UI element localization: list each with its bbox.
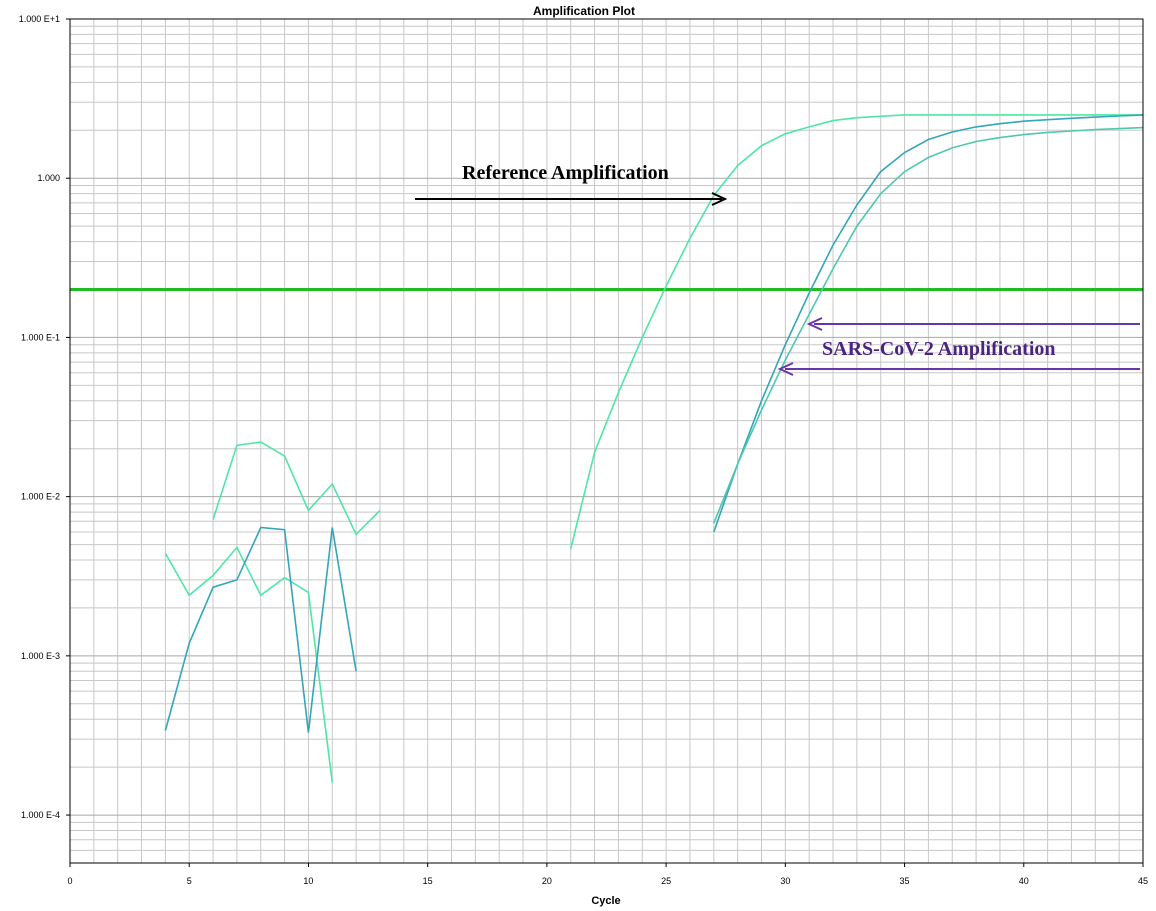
reference-arrow-head [711, 192, 728, 206]
sars-arrow-head-1 [806, 317, 823, 331]
y-tick-label: 1.000 E-1 [21, 332, 60, 342]
x-tick-label: 25 [661, 876, 671, 886]
amplification-curve-4 [569, 114, 1143, 549]
annotations: Reference Amplification SARS-CoV-2 Ampli… [415, 162, 1140, 376]
series-group [164, 114, 1144, 783]
x-tick-label: 40 [1019, 876, 1029, 886]
y-tick-label: 1.000 [37, 173, 60, 183]
sars-arrow-head-2 [777, 362, 794, 376]
x-tick-label: 15 [423, 876, 433, 886]
amplification-curve-5 [713, 114, 1144, 533]
amplification-curve-3 [164, 526, 357, 733]
x-tick-label: 30 [780, 876, 790, 886]
amplification-curve-2 [164, 545, 334, 783]
grid-lines [69, 19, 1144, 864]
y-tick-label: 1.000 E+1 [19, 14, 60, 24]
y-tick-label: 1.000 E-4 [21, 810, 60, 820]
sars-cov-2-amplification-label: SARS-CoV-2 Amplification [822, 338, 1056, 360]
x-axis-label: Cycle [591, 895, 620, 907]
x-tick-label: 0 [67, 876, 72, 886]
plot-frame [69, 18, 1144, 864]
x-tick-label: 20 [542, 876, 552, 886]
x-tick-label: 45 [1138, 876, 1148, 886]
x-tick-label: 5 [187, 876, 192, 886]
y-tick-label: 1.000 E-2 [21, 492, 60, 502]
amplification-curve-1 [212, 441, 381, 536]
amplification-curve-6 [713, 126, 1144, 524]
x-tick-label: 10 [303, 876, 313, 886]
chart-title: Amplification Plot [533, 4, 635, 18]
reference-amplification-label: Reference Amplification [462, 162, 669, 184]
x-axis-ticks: 0 5 10 15 20 25 30 35 40 45 [67, 863, 1148, 886]
x-tick-label: 35 [900, 876, 910, 886]
y-tick-label: 1.000 E-3 [21, 651, 60, 661]
y-axis-ticks: 1.000 E+1 1.000 1.000 E-1 1.000 E-2 1.000 E-… [19, 14, 70, 820]
